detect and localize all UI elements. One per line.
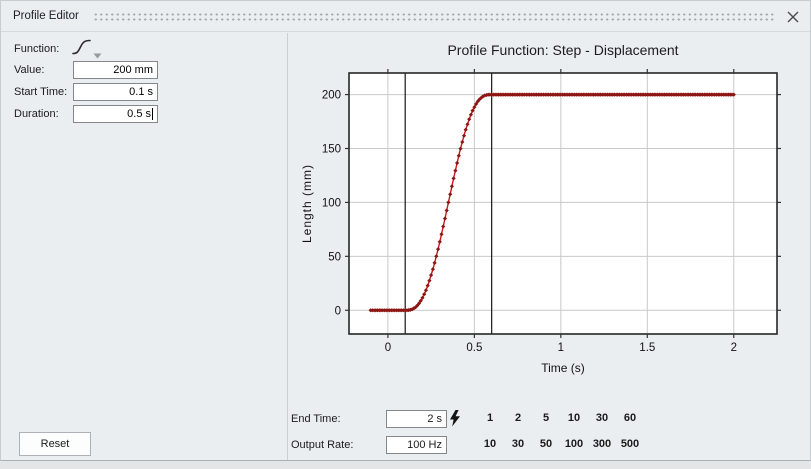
x-tick-label: 1 (558, 342, 564, 354)
x-tick-label: 0 (385, 342, 391, 354)
s-curve-step-icon (72, 39, 91, 55)
start-time-input-text: 0.1 s (129, 86, 153, 98)
x-tick-label: 0.5 (466, 342, 482, 354)
output-rate-presets: 10 30 50 100 300 500 (476, 438, 644, 450)
start-time-input[interactable]: 0.1 s (73, 83, 158, 101)
output-rate-preset-button[interactable]: 50 (539, 438, 553, 450)
close-button[interactable] (784, 8, 802, 26)
chevron-down-icon (93, 53, 102, 59)
close-icon (787, 11, 799, 23)
x-tick-label: 1.5 (639, 342, 655, 354)
duration-input[interactable]: 0.5 s (73, 105, 158, 123)
text-caret (152, 108, 153, 120)
end-time-preset-button[interactable]: 5 (542, 412, 550, 424)
panel-title: Profile Editor (13, 10, 79, 22)
x-tick-label: 2 (731, 342, 737, 354)
reset-button[interactable]: Reset (19, 432, 91, 456)
output-rate-label: Output Rate: (291, 439, 354, 451)
end-time-label: End Time: (291, 413, 341, 425)
function-selector[interactable] (71, 38, 93, 56)
panel-header: Profile Editor (1, 1, 810, 32)
value-input-text: 200 mm (113, 64, 153, 76)
end-time-preset-button[interactable]: 2 (514, 412, 522, 424)
end-time-input-text: 2 s (427, 413, 442, 425)
value-input[interactable]: 200 mm (73, 61, 158, 79)
output-rate-preset-button[interactable]: 300 (592, 438, 612, 450)
output-rate-preset-button[interactable]: 10 (483, 438, 497, 450)
end-time-preset-button[interactable]: 10 (567, 412, 581, 424)
output-rate-preset-button[interactable]: 500 (620, 438, 640, 450)
y-tick-label: 100 (322, 197, 341, 209)
plot-area[interactable] (349, 73, 777, 334)
y-tick-label: 50 (328, 251, 341, 263)
auto-end-time-button[interactable] (449, 410, 461, 427)
output-rate-preset-button[interactable]: 100 (564, 438, 584, 450)
function-dropdown-button[interactable] (93, 46, 102, 64)
end-time-preset-button[interactable]: 1 (486, 412, 494, 424)
duration-label: Duration: (14, 108, 59, 120)
start-time-label: Start Time: (14, 86, 68, 98)
y-tick-label: 0 (335, 305, 341, 317)
value-label: Value: (14, 64, 45, 76)
chart-title: Profile Function: Step - Displacement (447, 42, 679, 58)
x-axis-label: Time (s) (541, 361, 585, 375)
end-time-presets: 1 2 5 10 30 60 (476, 412, 644, 424)
profile-chart: 0 0.5 1 1.5 2 0 50 100 150 200 Time (s) Length (mm) (300, 69, 781, 375)
parameter-sidebar: Function: Value: 200 mm Start Time: 0.1 … (1, 33, 288, 460)
plot-border (348, 72, 778, 335)
y-axis-label: Length (mm) (300, 164, 314, 243)
reset-button-label: Reset (40, 438, 70, 450)
duration-input-text: 0.5 s (127, 108, 151, 120)
end-time-input[interactable]: 2 s (386, 410, 447, 428)
lightning-bolt-icon (450, 410, 460, 427)
output-rate-input-text: 100 Hz (407, 439, 442, 451)
y-tick-label: 150 (322, 143, 341, 155)
end-time-preset-button[interactable]: 60 (623, 412, 637, 424)
drag-grip[interactable] (92, 11, 776, 21)
profile-series-markers (368, 92, 736, 313)
end-time-preset-button[interactable]: 30 (595, 412, 609, 424)
output-rate-input[interactable]: 100 Hz (386, 436, 447, 454)
output-rate-preset-button[interactable]: 30 (511, 438, 525, 450)
y-tick-label: 200 (322, 90, 341, 102)
function-label: Function: (14, 43, 60, 55)
